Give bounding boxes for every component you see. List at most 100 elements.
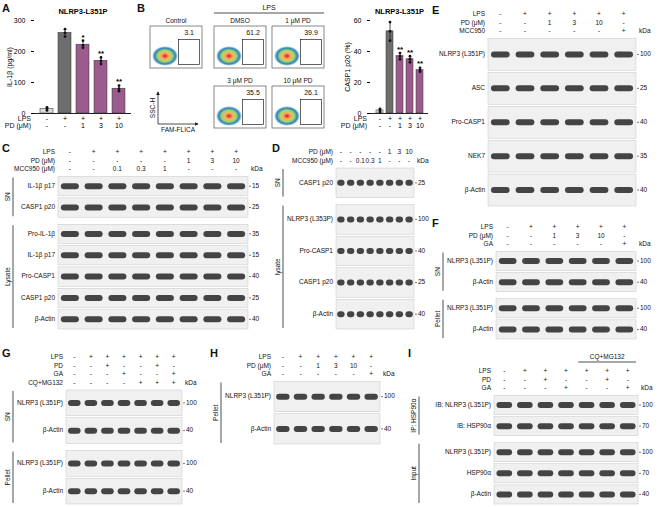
svg-text:-: - [524,384,526,391]
svg-text:kDa: kDa [251,165,263,172]
svg-text:+: + [155,353,159,360]
svg-text:kDa: kDa [641,384,653,391]
svg-text:NLRP3 (L351P): NLRP3 (L351P) [439,50,485,58]
svg-text:35: 35 [640,152,648,159]
svg-text:+: + [139,379,143,386]
svg-text:-: - [106,370,108,377]
svg-text:DMSO: DMSO [230,17,250,24]
svg-text:+: + [572,10,576,17]
svg-text:40: 40 [252,272,260,279]
svg-text:+: + [316,353,320,360]
svg-text:SN: SN [434,267,441,276]
svg-text:+: + [585,367,589,374]
svg-text:0.3: 0.3 [366,157,375,164]
svg-text:40: 40 [640,118,648,125]
svg-text:100: 100 [642,448,653,455]
svg-text:10: 10 [233,157,241,164]
svg-text:-: - [90,379,92,386]
svg-text:3.1: 3.1 [184,29,194,36]
svg-text:IL-1β p17: IL-1β p17 [27,182,55,190]
svg-text:200: 200 [14,48,26,55]
svg-text:+: + [529,223,533,230]
svg-text:-: - [524,27,526,34]
svg-text:-: - [173,362,175,369]
svg-text:CASP1 p20 (%): CASP1 p20 (%) [344,42,352,91]
svg-text:15: 15 [252,251,260,258]
svg-text:+3: +3 [99,115,103,129]
svg-text:+: + [172,370,176,377]
svg-text:+: + [172,379,176,386]
svg-text:-: - [503,376,505,383]
svg-text:100: 100 [640,50,651,57]
svg-text:10 μM PD: 10 μM PD [283,77,312,85]
svg-text:-: - [164,157,166,164]
svg-text:-: - [503,384,505,391]
svg-text:**: ** [397,45,404,54]
svg-text:FAM-FLICA: FAM-FLICA [161,126,196,133]
svg-text:+: + [234,148,238,155]
svg-text:-: - [503,367,505,374]
svg-text:20: 20 [354,79,362,86]
svg-text:-: - [73,353,75,360]
svg-text:3: 3 [398,148,402,155]
svg-text:LPS: LPS [473,10,486,17]
svg-text:-: - [73,379,75,386]
svg-text:61.2: 61.2 [246,29,260,36]
svg-text:NLRP3-L351P: NLRP3-L351P [58,7,107,16]
svg-text:-: - [507,232,509,239]
svg-text:100: 100 [384,392,395,399]
svg-text:NLRP3 (L351P): NLRP3 (L351P) [445,448,491,456]
svg-text:-: - [352,370,354,377]
svg-text:26.1: 26.1 [304,89,318,96]
svg-text:10: 10 [406,148,414,155]
svg-text:35: 35 [252,230,260,237]
svg-text:25: 25 [252,203,260,210]
svg-text:10: 10 [350,362,358,369]
svg-text:-: - [499,10,501,17]
svg-text:40: 40 [186,426,194,433]
svg-text:+10: +10 [416,115,424,129]
svg-text:NLRP3 (L353P): NLRP3 (L353P) [287,215,333,223]
svg-text:+: + [622,240,626,247]
svg-text:-: - [317,370,319,377]
svg-text:LPS: LPS [354,115,368,122]
svg-text:+: + [544,376,548,383]
svg-text:-: - [282,362,284,369]
svg-text:100: 100 [640,257,651,264]
svg-text:1: 1 [378,157,382,164]
svg-text:PD (μM): PD (μM) [247,362,271,370]
svg-text:NLRP3 (L351P): NLRP3 (L351P) [17,459,63,467]
svg-text:40: 40 [354,48,362,55]
svg-text:-: - [499,19,501,26]
svg-text:SN: SN [274,178,281,187]
svg-text:-: - [188,165,190,172]
svg-text:25: 25 [418,278,426,285]
svg-text:GA: GA [484,240,494,247]
svg-text:GA: GA [262,370,272,377]
svg-text:CASP1 p20: CASP1 p20 [299,278,333,286]
svg-text:+: + [155,362,159,369]
svg-text:HSP90α: HSP90α [467,469,492,476]
svg-text:-: - [139,362,141,369]
svg-text:+: + [548,10,552,17]
svg-text:-: - [69,157,71,164]
svg-text:I: I [408,347,411,359]
svg-text:β-Actin: β-Actin [473,325,494,333]
svg-text:PD (μM): PD (μM) [469,232,493,240]
svg-text:+: + [622,223,626,230]
svg-text:Pellet: Pellet [212,404,219,420]
svg-text:H: H [210,347,218,359]
svg-text:NLRP3-L351P: NLRP3-L351P [375,7,424,16]
svg-text:40: 40 [640,278,648,285]
svg-text:NLRP3 (L351P): NLRP3 (L351P) [447,257,493,265]
svg-text:lysate: lysate [274,258,282,275]
svg-text:+: + [599,223,603,230]
svg-text:β-Actin: β-Actin [313,310,334,318]
svg-text:LPS: LPS [479,367,492,374]
svg-text:β-Actin: β-Actin [251,425,272,433]
svg-text:1: 1 [548,19,552,26]
svg-text:PD (μM): PD (μM) [5,122,31,130]
svg-text:+: + [544,367,548,374]
svg-text:-: - [398,157,400,164]
svg-text:+: + [122,353,126,360]
